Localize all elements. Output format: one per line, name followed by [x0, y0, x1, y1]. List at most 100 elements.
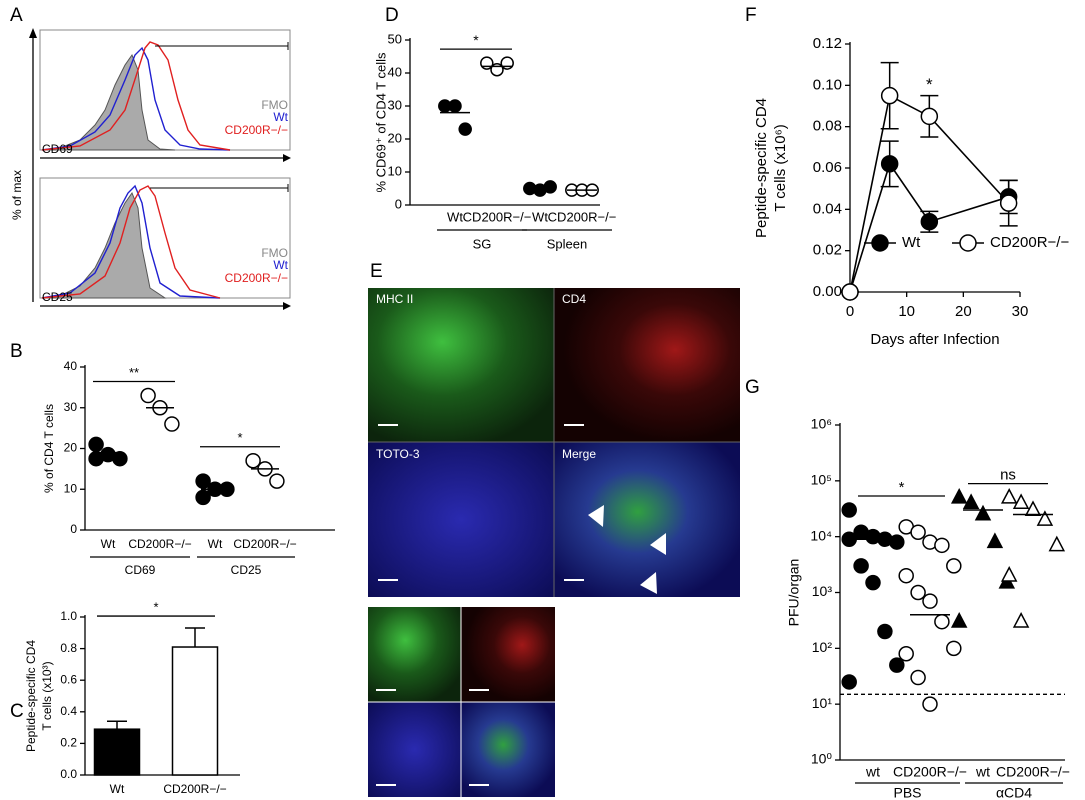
- point: [877, 623, 893, 640]
- point: [88, 436, 104, 453]
- curve-fmo: [41, 191, 167, 299]
- point: [1000, 487, 1018, 504]
- point: [922, 593, 938, 609]
- curve-wt: [41, 184, 221, 299]
- point: [841, 674, 857, 690]
- y-tick-label: 0.0: [60, 767, 77, 781]
- y-tick-label: 10³: [812, 583, 833, 599]
- point: [245, 452, 261, 469]
- legend-label: FMO: [261, 98, 288, 112]
- series-line: [849, 94, 1010, 293]
- x-tick-label: Wt: [532, 209, 548, 224]
- point: [1012, 612, 1030, 628]
- panel-letter: G: [745, 377, 760, 398]
- point: [853, 558, 869, 574]
- y-tick-label: 40: [388, 64, 402, 79]
- arrowhead: [588, 505, 666, 594]
- histogram-bottom: CD25 FMO Wt CD200R−/−: [39, 177, 291, 310]
- y-axis-label: PFU/organ: [786, 559, 802, 627]
- point: [950, 612, 968, 628]
- y-axis-label: Peptide-specific CD4: [753, 98, 770, 238]
- point: [946, 640, 962, 657]
- y-tick-label: 0.00: [813, 283, 842, 300]
- significance-label: *: [899, 479, 905, 496]
- x-tick-label: CD200R−/−: [548, 209, 617, 224]
- point: [1024, 500, 1042, 517]
- y-tick-label: 10⁰: [811, 751, 833, 767]
- inset: [368, 702, 461, 797]
- channel-label: CD4: [562, 292, 586, 306]
- point: [1048, 535, 1066, 552]
- axis-label: CD69: [42, 142, 73, 156]
- y-tick-label: 0.06: [813, 159, 842, 176]
- gate: [155, 42, 289, 50]
- significance-label: *: [237, 430, 242, 445]
- point: [140, 387, 156, 404]
- x-tick-label: 10: [898, 303, 915, 320]
- legend-label: CD200R−/−: [990, 234, 1069, 251]
- point: [922, 696, 938, 712]
- point: [448, 99, 462, 113]
- micrograph: [368, 442, 554, 597]
- point: [898, 567, 914, 584]
- y-axis-label: Peptide-specific CD4: [24, 640, 38, 752]
- legend-label: Wt: [273, 258, 288, 272]
- y-tick-label: 40: [64, 359, 78, 373]
- group-label: CD25: [231, 563, 262, 577]
- point: [920, 107, 939, 126]
- group-label: CD69: [125, 563, 156, 577]
- channel-label: MHC II: [376, 292, 413, 306]
- legend-label: Wt: [273, 110, 288, 124]
- x-tick-label: Wt: [208, 537, 223, 551]
- x-tick-label: CD200R−/−: [996, 764, 1070, 780]
- point: [910, 584, 926, 601]
- error-bar: [107, 720, 127, 730]
- x-axis-label: Days after Infection: [870, 331, 999, 348]
- legend-label: CD200R−/−: [225, 271, 288, 285]
- point: [889, 534, 905, 550]
- group-label: αCD4: [996, 785, 1032, 800]
- point: [500, 56, 514, 70]
- panel-e: E MHC II CD4 TOTO-3 Merge: [368, 261, 740, 797]
- point: [458, 122, 472, 136]
- y-tick-label: 0.08: [813, 118, 842, 135]
- x-tick-label: CD200R−/−: [233, 537, 296, 551]
- bar: [171, 646, 219, 776]
- y-tick-label: 10⁵: [811, 472, 832, 488]
- panel-letter: C: [10, 701, 24, 722]
- y-axis-label: % CD69⁺ of CD4 T cells: [373, 52, 388, 193]
- y-tick-label: 30: [388, 97, 402, 112]
- point: [889, 657, 905, 673]
- series-line: [849, 162, 1009, 293]
- point: [88, 450, 104, 467]
- channel-label: Merge: [562, 447, 596, 461]
- point: [269, 473, 285, 489]
- point: [959, 234, 977, 252]
- point: [999, 194, 1018, 212]
- x-tick-label: Wt: [447, 209, 463, 224]
- point: [910, 524, 926, 540]
- micrograph: [368, 288, 554, 442]
- point: [934, 613, 950, 630]
- y-tick-label: 30: [64, 400, 78, 414]
- divider: [368, 288, 740, 597]
- significance-label: *: [153, 599, 158, 614]
- panel-letter: B: [10, 341, 23, 362]
- point: [164, 416, 180, 432]
- arrow: [283, 302, 291, 310]
- axis-label: CD25: [42, 290, 73, 304]
- divider: [368, 607, 555, 797]
- gate: [150, 184, 289, 192]
- y-tick-label: 0.4: [60, 704, 77, 718]
- group-label: PBS: [893, 785, 921, 800]
- y-axis-label: T cells (x10³): [40, 661, 54, 730]
- x-tick-label: Wt: [110, 782, 125, 796]
- point: [841, 502, 857, 518]
- panel-letter: D: [385, 5, 399, 26]
- y-tick-label: 0.02: [813, 242, 842, 259]
- group-label: SG: [473, 236, 492, 251]
- y-tick-label: 1.0: [60, 609, 77, 623]
- y-axis-label: % of CD4 T cells: [42, 404, 56, 493]
- y-tick-label: 0.2: [60, 736, 77, 750]
